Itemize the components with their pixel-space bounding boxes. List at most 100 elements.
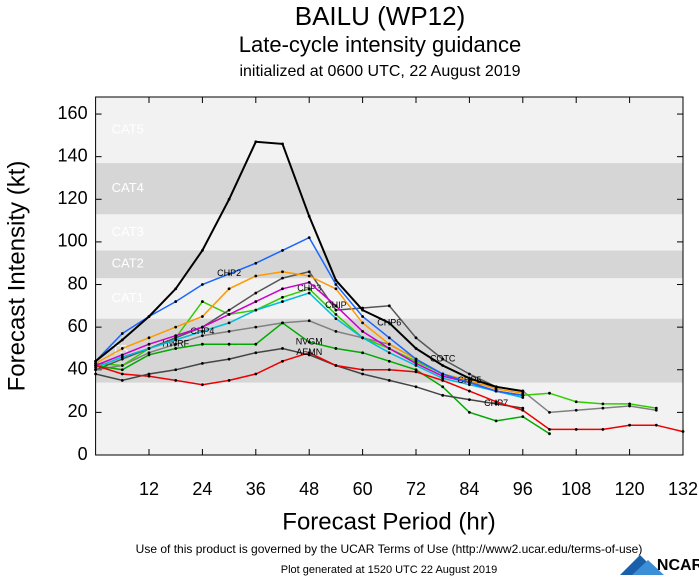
init-time: initialized at 0600 UTC, 22 August 2019 [239, 63, 520, 80]
series: CHIP [94, 280, 525, 397]
series-point [174, 342, 178, 346]
series-point [201, 342, 204, 346]
series-point [334, 308, 338, 312]
series-point [254, 308, 258, 312]
series-point [574, 408, 578, 412]
series-label: CHP5 [457, 375, 481, 385]
x-tick-label: 108 [561, 479, 591, 499]
series-point [334, 304, 338, 308]
series-point [387, 359, 391, 363]
series-point [227, 287, 231, 291]
series-point [254, 325, 258, 329]
series-point [414, 385, 418, 389]
series-point [201, 325, 204, 329]
footer: Use of this product is governed by the U… [136, 542, 643, 556]
series-point [174, 347, 178, 350]
series-point [494, 402, 498, 406]
series-point [334, 283, 338, 286]
series-point [468, 389, 471, 393]
series-point [654, 406, 658, 410]
x-tick-label: 120 [615, 479, 645, 499]
series-point [387, 379, 391, 382]
series-point [468, 381, 471, 384]
band-label: CAT2 [112, 256, 144, 271]
generated: Plot generated at 1520 UTC 22 August 201… [281, 564, 498, 576]
series: AEMN [94, 347, 685, 433]
series-point [227, 330, 231, 333]
series-point [414, 370, 418, 374]
series-label: CHP2 [217, 268, 241, 278]
series-point [334, 287, 338, 291]
series-point [201, 361, 204, 365]
series-point [387, 342, 391, 346]
y-tick-label: 0 [78, 444, 88, 464]
series-label: AEMN [296, 347, 322, 357]
series-point [307, 319, 311, 323]
series-point [254, 342, 258, 346]
y-tick-label: 100 [58, 231, 88, 251]
chart-title: BAILU (WP12) [295, 1, 466, 31]
series: CHP6 [94, 140, 525, 393]
series-point [441, 357, 445, 361]
y-tick-label: 20 [68, 401, 88, 421]
series-point [414, 364, 418, 367]
category-band [95, 318, 684, 383]
series-point [414, 368, 418, 372]
plot-frame [95, 96, 684, 456]
series-point [281, 295, 284, 299]
series-point [361, 315, 364, 318]
series-point [387, 368, 391, 372]
series-point [254, 291, 258, 295]
series-point [361, 372, 364, 376]
series-line [95, 287, 657, 409]
series-point [468, 379, 471, 382]
x-tick-label: 84 [459, 479, 479, 499]
series-point [441, 364, 445, 367]
series-point [201, 249, 204, 252]
chart-subtitle: Late-cycle intensity guidance [239, 32, 522, 57]
series-point [628, 402, 631, 406]
band-label: CAT1 [112, 290, 144, 305]
series-point [281, 142, 284, 146]
series-point [521, 391, 525, 395]
series-point [414, 357, 418, 361]
series-point [227, 312, 231, 316]
series-point [307, 287, 311, 291]
series-point [227, 321, 231, 325]
series-point [281, 287, 284, 291]
series-point [254, 351, 258, 355]
category-band [95, 163, 684, 215]
series-point [521, 396, 525, 399]
series-point [468, 372, 471, 376]
series-point [628, 404, 631, 408]
series-point [201, 300, 204, 303]
series-point [334, 347, 338, 350]
series-point [120, 379, 124, 382]
x-tick-label: 36 [246, 479, 266, 499]
series-point [254, 140, 258, 144]
series: COTC [94, 270, 525, 393]
y-tick-label: 120 [58, 188, 88, 208]
series-point [147, 347, 151, 350]
y-axis-title: Forecast Intensity (kt) [3, 161, 30, 392]
series-point [494, 387, 498, 391]
series-point [334, 364, 338, 367]
logo: NCAR [620, 555, 699, 575]
series-point [601, 402, 605, 406]
series-point [387, 351, 391, 355]
series-point [468, 383, 471, 387]
series-label: COTC [430, 353, 456, 363]
series-label: CHP7 [484, 398, 508, 408]
series-point [521, 406, 525, 410]
series-point [548, 428, 551, 431]
x-tick-label: 60 [353, 479, 373, 499]
series-point [120, 372, 124, 376]
series-point [521, 389, 525, 393]
series-point [387, 321, 391, 325]
series-point [120, 347, 124, 350]
series-point [227, 357, 231, 361]
series-point [307, 270, 311, 274]
series-point [548, 391, 551, 395]
y-tick-label: 80 [68, 273, 88, 293]
